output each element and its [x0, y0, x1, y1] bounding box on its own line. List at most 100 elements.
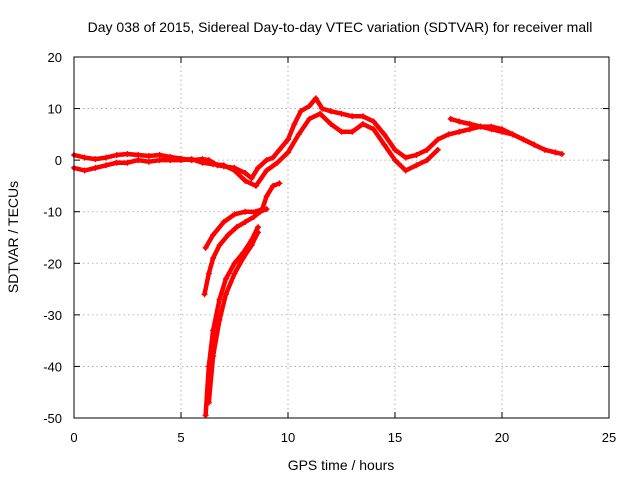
- data-point-marker: [319, 105, 326, 112]
- data-point-marker: [233, 224, 240, 231]
- data-point-marker: [274, 159, 281, 166]
- data-point-marker: [156, 157, 163, 164]
- data-point-marker: [231, 260, 238, 267]
- data-point-marker: [327, 108, 334, 115]
- data-point-marker: [210, 327, 217, 334]
- data-point-marker: [188, 156, 195, 163]
- data-point-marker: [113, 151, 120, 158]
- x-tick-label: 25: [602, 430, 616, 445]
- data-point-marker: [312, 95, 319, 102]
- series-tail-20: [447, 115, 538, 148]
- data-point-marker: [231, 211, 238, 218]
- data-point-marker: [156, 151, 163, 158]
- data-point-marker: [499, 128, 505, 135]
- data-point-marker: [349, 113, 356, 120]
- y-tick-label: -50: [43, 411, 62, 426]
- data-point-marker: [81, 154, 88, 161]
- data-point-marker: [447, 115, 454, 122]
- data-point-marker: [466, 121, 473, 128]
- data-point-marker: [222, 275, 229, 282]
- data-point-marker: [210, 255, 217, 262]
- data-point-marker: [392, 157, 398, 164]
- data-point-marker: [205, 270, 212, 277]
- x-tick-label: 20: [495, 430, 509, 445]
- y-tick-label: -40: [43, 359, 62, 374]
- data-point-marker: [270, 182, 277, 189]
- chart-title: Day 038 of 2015, Sidereal Day-to-day VTE…: [88, 19, 593, 35]
- data-point-marker: [359, 121, 366, 128]
- data-point-marker: [466, 126, 473, 133]
- data-point-marker: [291, 121, 298, 128]
- x-tick-label: 10: [281, 430, 295, 445]
- data-point-marker: [424, 146, 431, 153]
- data-point-marker: [456, 118, 463, 125]
- data-point-marker: [252, 182, 259, 189]
- data-point-marker: [327, 121, 334, 128]
- y-tick-label: -20: [43, 256, 62, 271]
- data-point-marker: [381, 131, 388, 138]
- data-point-marker: [210, 231, 217, 238]
- data-point-marker: [552, 149, 559, 156]
- data-point-marker: [424, 157, 431, 164]
- data-point-marker: [124, 150, 131, 157]
- data-point-marker: [413, 162, 420, 169]
- data-point-marker: [167, 157, 174, 164]
- data-point-marker: [263, 157, 270, 164]
- data-point-marker: [220, 162, 227, 169]
- data-point-marker: [370, 118, 377, 125]
- y-axis-label: SDTVAR / TECUs: [5, 181, 21, 293]
- data-point-marker: [231, 270, 238, 277]
- data-point-marker: [531, 141, 538, 148]
- data-point-marker: [317, 110, 324, 117]
- data-point-marker: [255, 229, 262, 236]
- x-tick-label: 5: [177, 430, 184, 445]
- y-tick-label: 20: [48, 50, 62, 65]
- y-tick-label: 10: [48, 102, 62, 117]
- x-axis-label: GPS time / hours: [288, 457, 395, 473]
- data-point-marker: [402, 167, 409, 174]
- data-point-marker: [222, 291, 229, 298]
- data-point-marker: [306, 102, 313, 109]
- data-point-marker: [509, 131, 516, 138]
- data-point-marker: [402, 154, 409, 161]
- data-point-marker: [216, 317, 223, 324]
- data-point-marker: [201, 291, 208, 298]
- series-tail-b: [201, 206, 270, 298]
- y-tick-label: 0: [55, 153, 62, 168]
- data-point-marker: [103, 154, 110, 161]
- data-point-marker: [285, 149, 291, 156]
- x-tick-label: 15: [388, 430, 402, 445]
- data-point-marker: [257, 208, 264, 215]
- series-line: [71, 96, 565, 181]
- data-point-marker: [488, 126, 495, 133]
- data-point-marker: [199, 159, 206, 166]
- plot-area: [71, 95, 565, 419]
- data-point-marker: [220, 219, 227, 226]
- series-line: [206, 230, 261, 405]
- data-point-marker: [225, 231, 232, 238]
- data-point-marker: [295, 131, 302, 138]
- data-point-marker: [178, 157, 184, 164]
- data-point-marker: [113, 159, 120, 166]
- data-point-marker: [135, 157, 142, 164]
- data-point-marker: [92, 156, 99, 163]
- data-point-marker: [242, 170, 249, 177]
- data-point-marker: [445, 131, 452, 138]
- data-point-marker: [210, 161, 217, 168]
- series-tail-d: [205, 229, 262, 406]
- data-point-marker: [145, 158, 152, 165]
- data-point-marker: [242, 177, 249, 184]
- data-point-marker: [135, 151, 142, 158]
- data-point-marker: [520, 136, 527, 143]
- data-point-marker: [210, 353, 217, 360]
- data-point-marker: [270, 154, 277, 161]
- data-point-marker: [255, 224, 262, 231]
- data-point-marker: [434, 146, 441, 153]
- data-point-marker: [242, 219, 249, 226]
- data-point-marker: [205, 399, 212, 406]
- data-point-marker: [381, 141, 388, 148]
- data-point-marker: [285, 136, 291, 143]
- data-point-marker: [231, 167, 238, 174]
- data-point-marker: [338, 110, 345, 117]
